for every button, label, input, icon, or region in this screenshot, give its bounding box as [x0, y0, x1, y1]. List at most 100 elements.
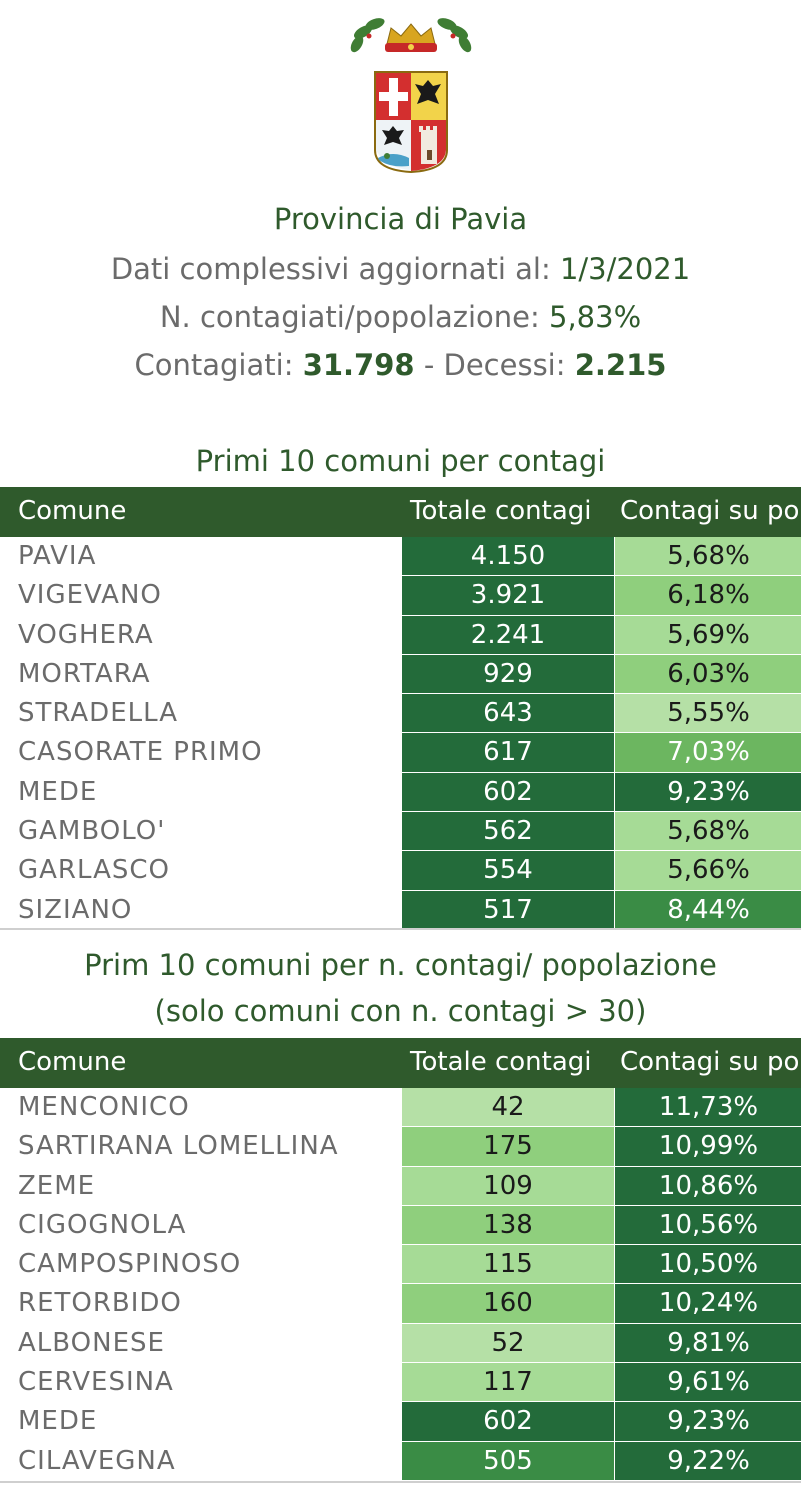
table1: Comune Totale contagi Contagi su po PAVI… [0, 487, 801, 930]
table-row: GAMBOLO' 562 5,68% [0, 812, 801, 852]
comune-cell: SARTIRANA LOMELLINA [18, 1131, 339, 1162]
updated-label: Dati complessivi aggiornati al: [110, 252, 551, 286]
table2-header: Comune Totale contagi Contagi su po [0, 1038, 801, 1088]
comune-cell: CERVESINA [18, 1367, 174, 1398]
table-row: VIGEVANO 3.921 6,18% [0, 576, 801, 616]
table-row: CAMPOSPINOSO 115 10,50% [0, 1245, 801, 1285]
totale-contagi-cell: 643 [402, 694, 614, 734]
table-row: PAVIA 4.150 5,68% [0, 537, 801, 577]
table-row: CASORATE PRIMO 617 7,03% [0, 733, 801, 773]
totale-contagi-cell: 602 [402, 1402, 614, 1442]
cases-label: Contagiati: [134, 348, 294, 382]
contagi-su-popolazione-cell: 5,55% [614, 694, 801, 734]
table-row: STRADELLA 643 5,55% [0, 694, 801, 734]
contagi-su-popolazione-cell: 10,50% [614, 1245, 801, 1285]
ratio-label: N. contagiati/popolazione: [159, 300, 540, 334]
column-header-comune: Comune [18, 496, 127, 526]
contagi-su-popolazione-cell: 10,56% [614, 1205, 801, 1246]
comune-cell: ZEME [18, 1170, 96, 1201]
province-coat-of-arms [350, 18, 472, 174]
table2-title: Prim 10 comuni per n. contagi/ popolazio… [84, 948, 717, 982]
table1-bottom-rule [0, 928, 801, 930]
totale-contagi-cell: 4.150 [402, 537, 614, 577]
comune-cell: CAMPOSPINOSO [18, 1249, 242, 1280]
contagi-su-popolazione-cell: 5,69% [614, 615, 801, 655]
totale-contagi-cell: 617 [402, 733, 614, 773]
comune-cell: MEDE [18, 776, 98, 807]
ratio-line: N. contagiati/popolazione: 5,83% [0, 300, 801, 334]
table2-bottom-rule [0, 1481, 801, 1483]
table1-body: PAVIA 4.150 5,68% VIGEVANO 3.921 6,18% VOGHERA… [0, 537, 801, 930]
comune-cell: ALBONESE [18, 1327, 165, 1358]
ratio-value: 5,83% [549, 300, 642, 334]
table-row: ZEME 109 10,86% [0, 1166, 801, 1206]
comune-cell: MORTARA [18, 658, 151, 689]
totale-contagi-cell: 3.921 [402, 576, 614, 616]
comune-cell: MENCONICO [18, 1092, 190, 1122]
totale-contagi-cell: 117 [402, 1363, 614, 1403]
table2-subtitle: (solo comuni con n. contagi > 30) [154, 994, 647, 1028]
comune-cell: RETORBIDO [18, 1288, 182, 1319]
table-row: CIGOGNOLA 138 10,56% [0, 1205, 801, 1246]
totale-contagi-cell: 562 [402, 812, 614, 852]
contagi-su-popolazione-cell: 8,44% [614, 890, 801, 930]
contagi-su-popolazione-cell: 9,22% [614, 1441, 801, 1481]
contagi-su-popolazione-cell: 9,81% [614, 1323, 801, 1364]
table-row: MEDE 602 9,23% [0, 1402, 801, 1442]
totale-contagi-cell: 929 [402, 654, 614, 695]
comune-cell: STRADELLA [18, 698, 178, 729]
updated-value: 1/3/2021 [559, 252, 691, 286]
column-header-comune: Comune [18, 1047, 127, 1077]
comune-cell: PAVIA [18, 541, 97, 571]
contagi-su-popolazione-cell: 9,23% [614, 1402, 801, 1442]
comune-cell: MEDE [18, 1406, 98, 1437]
comune-cell: GAMBOLO' [18, 816, 166, 847]
totale-contagi-cell: 2.241 [402, 615, 614, 655]
contagi-su-popolazione-cell: 5,68% [614, 812, 801, 852]
deaths-label: - Decessi: [423, 348, 566, 382]
table-row: CERVESINA 117 9,61% [0, 1363, 801, 1403]
totale-contagi-cell: 115 [402, 1245, 614, 1285]
contagi-su-popolazione-cell: 7,03% [614, 733, 801, 773]
totale-contagi-cell: 517 [402, 890, 614, 930]
updated-line: Dati complessivi aggiornati al: 1/3/2021 [0, 252, 801, 286]
contagi-su-popolazione-cell: 5,68% [614, 537, 801, 577]
table-row: RETORBIDO 160 10,24% [0, 1284, 801, 1324]
contagi-su-popolazione-cell: 11,73% [614, 1088, 801, 1128]
province-title: Provincia di Pavia [273, 202, 528, 236]
contagi-su-popolazione-cell: 9,23% [614, 772, 801, 813]
table2: Comune Totale contagi Contagi su po MENC… [0, 1038, 801, 1481]
table-row: MORTARA 929 6,03% [0, 654, 801, 695]
column-header-totale: Totale contagi [410, 1047, 592, 1077]
table-row: SARTIRANA LOMELLINA 175 10,99% [0, 1127, 801, 1167]
comune-cell: CILAVEGNA [18, 1445, 176, 1476]
totale-contagi-cell: 42 [402, 1088, 614, 1128]
cases-value: 31.798 [302, 348, 415, 382]
column-header-totale: Totale contagi [410, 496, 592, 526]
contagi-su-popolazione-cell: 10,86% [614, 1166, 801, 1206]
table1-title: Primi 10 comuni per contagi [195, 444, 606, 478]
column-header-pct: Contagi su po [620, 496, 800, 526]
table-row: ALBONESE 52 9,81% [0, 1323, 801, 1364]
contagi-su-popolazione-cell: 9,61% [614, 1363, 801, 1403]
contagi-su-popolazione-cell: 6,03% [614, 654, 801, 695]
totale-contagi-cell: 160 [402, 1284, 614, 1324]
totale-contagi-cell: 138 [402, 1205, 614, 1246]
contagi-su-popolazione-cell: 10,99% [614, 1127, 801, 1167]
totals-line: Contagiati: 31.798 - Decessi: 2.215 [0, 348, 801, 382]
contagi-su-popolazione-cell: 6,18% [614, 576, 801, 616]
totale-contagi-cell: 602 [402, 772, 614, 813]
totale-contagi-cell: 505 [402, 1441, 614, 1481]
comune-cell: GARLASCO [18, 855, 170, 886]
table-row: MENCONICO 42 11,73% [0, 1088, 801, 1128]
comune-cell: CIGOGNOLA [18, 1209, 187, 1240]
table-row: SIZIANO 517 8,44% [0, 890, 801, 930]
deaths-value: 2.215 [574, 348, 667, 382]
table-row: GARLASCO 554 5,66% [0, 851, 801, 891]
comune-cell: VIGEVANO [18, 580, 162, 611]
comune-cell: CASORATE PRIMO [18, 737, 263, 768]
table-row: CILAVEGNA 505 9,22% [0, 1441, 801, 1481]
column-header-pct: Contagi su po [620, 1047, 800, 1077]
contagi-su-popolazione-cell: 5,66% [614, 851, 801, 891]
totale-contagi-cell: 554 [402, 851, 614, 891]
